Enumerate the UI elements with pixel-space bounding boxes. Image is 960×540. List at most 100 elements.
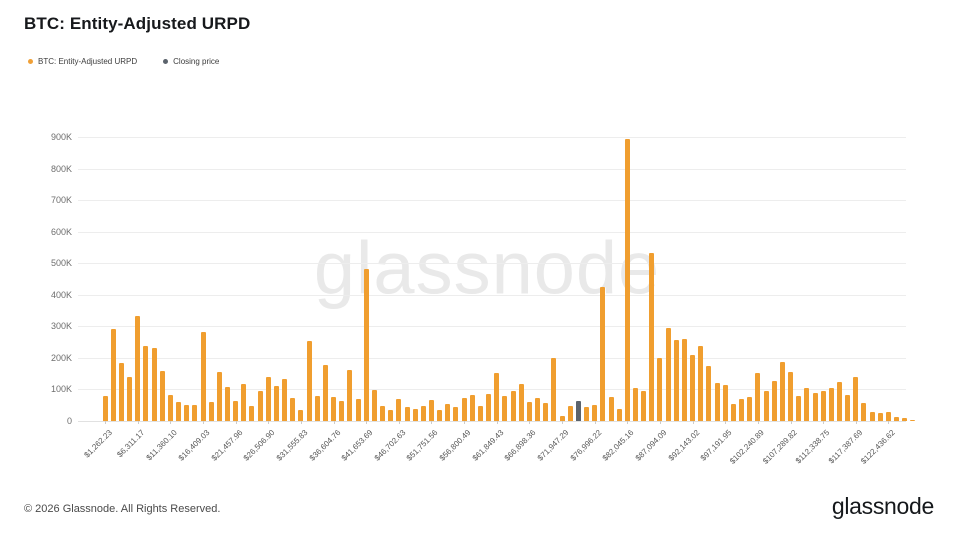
urpd-bar[interactable] xyxy=(469,395,475,421)
urpd-bar[interactable] xyxy=(600,286,606,421)
urpd-bar[interactable] xyxy=(176,402,182,421)
urpd-bar[interactable] xyxy=(535,397,541,421)
urpd-bar[interactable] xyxy=(828,388,834,421)
urpd-bar[interactable] xyxy=(657,358,663,421)
urpd-bar[interactable] xyxy=(298,409,304,421)
urpd-bar[interactable] xyxy=(151,347,157,421)
urpd-bar[interactable] xyxy=(698,345,704,421)
urpd-bar[interactable] xyxy=(739,398,745,421)
urpd-bar[interactable] xyxy=(551,357,557,421)
urpd-bar[interactable] xyxy=(257,391,263,421)
urpd-bar[interactable] xyxy=(608,397,614,421)
urpd-bar[interactable] xyxy=(804,388,810,421)
urpd-bar[interactable] xyxy=(706,366,712,421)
urpd-bar[interactable] xyxy=(771,380,777,421)
urpd-bar[interactable] xyxy=(118,362,124,421)
urpd-bar[interactable] xyxy=(102,395,108,421)
urpd-bar[interactable] xyxy=(200,331,206,421)
urpd-bar[interactable] xyxy=(159,371,165,421)
urpd-bar[interactable] xyxy=(779,362,785,421)
urpd-bar[interactable] xyxy=(747,397,753,421)
urpd-bar[interactable] xyxy=(861,403,867,421)
urpd-bar[interactable] xyxy=(396,398,402,421)
urpd-bar[interactable] xyxy=(788,372,794,421)
urpd-bar[interactable] xyxy=(412,408,418,421)
urpd-bar[interactable] xyxy=(192,404,198,421)
urpd-bar[interactable] xyxy=(331,397,337,421)
urpd-bar[interactable] xyxy=(845,395,851,421)
urpd-bar[interactable] xyxy=(437,409,443,421)
urpd-bar[interactable] xyxy=(445,403,451,421)
urpd-bar[interactable] xyxy=(755,373,761,421)
urpd-bar[interactable] xyxy=(632,388,638,421)
urpd-bar[interactable] xyxy=(135,315,141,421)
urpd-bar[interactable] xyxy=(143,345,149,421)
urpd-bar[interactable] xyxy=(763,391,769,421)
urpd-bar[interactable] xyxy=(624,139,630,421)
urpd-bar[interactable] xyxy=(894,417,900,421)
urpd-bar[interactable] xyxy=(681,338,687,421)
urpd-bar[interactable] xyxy=(339,400,345,421)
closing-price-bar[interactable] xyxy=(575,401,581,421)
urpd-bar[interactable] xyxy=(216,372,222,421)
urpd-bar[interactable] xyxy=(461,397,467,421)
urpd-bar[interactable] xyxy=(420,406,426,421)
urpd-bar[interactable] xyxy=(673,339,679,421)
urpd-bar[interactable] xyxy=(665,327,671,421)
urpd-bar[interactable] xyxy=(592,404,598,421)
urpd-bar[interactable] xyxy=(314,396,320,421)
urpd-bar[interactable] xyxy=(306,341,312,421)
urpd-bar[interactable] xyxy=(363,268,369,421)
urpd-bar[interactable] xyxy=(616,408,622,421)
urpd-bar[interactable] xyxy=(902,418,908,421)
urpd-bar[interactable] xyxy=(796,396,802,421)
urpd-bar[interactable] xyxy=(224,386,230,421)
urpd-bar[interactable] xyxy=(502,396,508,421)
urpd-bar[interactable] xyxy=(543,403,549,421)
urpd-bar[interactable] xyxy=(371,389,377,421)
urpd-bar[interactable] xyxy=(282,379,288,421)
urpd-bar[interactable] xyxy=(722,385,728,421)
urpd-bar[interactable] xyxy=(233,400,239,421)
urpd-bar[interactable] xyxy=(347,369,353,421)
urpd-bar[interactable] xyxy=(518,384,524,421)
urpd-bar[interactable] xyxy=(510,391,516,421)
urpd-bar[interactable] xyxy=(110,329,116,421)
urpd-bar[interactable] xyxy=(714,383,720,421)
urpd-bar[interactable] xyxy=(690,354,696,421)
urpd-bar[interactable] xyxy=(877,413,883,421)
urpd-bar[interactable] xyxy=(380,406,386,421)
urpd-bar[interactable] xyxy=(559,416,565,421)
urpd-bar[interactable] xyxy=(167,394,173,421)
urpd-bar[interactable] xyxy=(273,386,279,421)
urpd-bar[interactable] xyxy=(730,403,736,421)
urpd-bar[interactable] xyxy=(477,406,483,421)
urpd-bar[interactable] xyxy=(526,402,532,421)
urpd-bar[interactable] xyxy=(428,399,434,421)
urpd-bar[interactable] xyxy=(290,397,296,421)
urpd-bar[interactable] xyxy=(184,405,190,421)
urpd-bar[interactable] xyxy=(127,376,133,421)
urpd-bar[interactable] xyxy=(388,409,394,421)
urpd-bar[interactable] xyxy=(869,412,875,421)
urpd-bar[interactable] xyxy=(853,376,859,421)
urpd-bar[interactable] xyxy=(494,373,500,421)
urpd-bar[interactable] xyxy=(910,419,916,421)
urpd-bar[interactable] xyxy=(836,382,842,421)
urpd-bar[interactable] xyxy=(649,253,655,421)
urpd-bar[interactable] xyxy=(453,407,459,421)
urpd-bar[interactable] xyxy=(241,384,247,421)
urpd-bar[interactable] xyxy=(486,394,492,421)
legend-item-urpd[interactable]: BTC: Entity-Adjusted URPD xyxy=(28,57,137,66)
urpd-bar[interactable] xyxy=(249,406,255,421)
urpd-bar[interactable] xyxy=(812,392,818,421)
urpd-bar[interactable] xyxy=(584,407,590,421)
urpd-bar[interactable] xyxy=(322,365,328,421)
urpd-bar[interactable] xyxy=(641,391,647,421)
urpd-bar[interactable] xyxy=(355,398,361,421)
urpd-bar[interactable] xyxy=(404,407,410,421)
urpd-bar[interactable] xyxy=(208,401,214,421)
urpd-bar[interactable] xyxy=(885,412,891,421)
urpd-bar[interactable] xyxy=(820,390,826,421)
urpd-bar[interactable] xyxy=(567,406,573,421)
